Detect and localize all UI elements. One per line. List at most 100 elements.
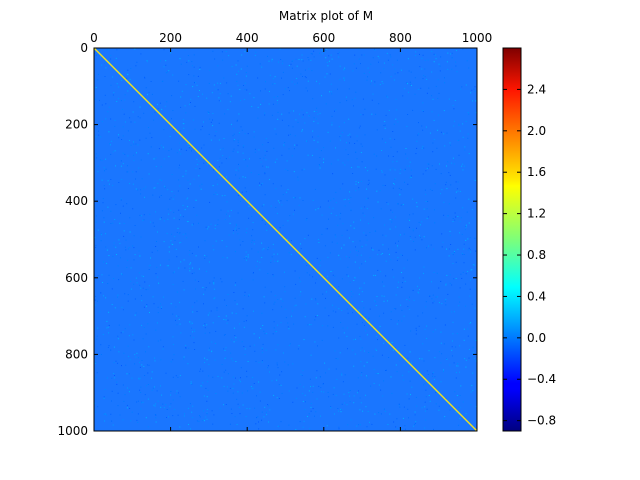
heatmap-speckle-cell xyxy=(103,185,105,187)
heatmap-speckle-cell xyxy=(320,415,321,417)
heatmap-speckle-cell xyxy=(437,79,439,81)
heatmap-speckle-cell xyxy=(226,176,228,178)
heatmap-speckle-cell xyxy=(376,129,378,131)
heatmap-speckle-cell xyxy=(245,320,247,322)
heatmap-speckle-cell xyxy=(127,74,129,76)
heatmap-speckle-cell xyxy=(231,413,233,414)
heatmap-speckle-cell xyxy=(143,188,145,190)
heatmap-speckle-cell xyxy=(360,349,362,351)
heatmap-speckle-cell xyxy=(226,245,228,247)
heatmap-speckle-cell xyxy=(137,421,139,423)
heatmap-speckle-cell xyxy=(359,287,361,289)
heatmap-speckle-cell xyxy=(398,187,400,189)
heatmap-speckle-cell xyxy=(407,83,408,85)
heatmap-speckle-cell xyxy=(279,48,281,50)
heatmap-speckle-cell xyxy=(385,260,387,262)
heatmap-speckle-cell xyxy=(231,123,232,125)
heatmap-speckle-cell xyxy=(271,380,273,382)
heatmap-speckle-cell xyxy=(401,204,403,206)
heatmap-speckle-cell xyxy=(324,51,326,53)
heatmap-speckle-cell xyxy=(310,324,312,326)
heatmap-speckle-cell xyxy=(443,133,445,135)
heatmap-speckle-cell xyxy=(364,260,366,262)
heatmap-speckle-cell xyxy=(366,239,368,241)
heatmap-speckle-cell xyxy=(467,271,469,272)
heatmap-speckle-cell xyxy=(399,172,401,174)
heatmap-speckle-cell xyxy=(365,316,367,318)
y-tick-label: 200 xyxy=(65,118,88,132)
heatmap-speckle-cell xyxy=(234,228,236,230)
heatmap-speckle-cell xyxy=(268,103,270,105)
heatmap-speckle-cell xyxy=(329,91,330,93)
heatmap-speckle-cell xyxy=(441,233,443,235)
heatmap-speckle-cell xyxy=(360,424,361,426)
heatmap-speckle-cell xyxy=(388,253,390,255)
heatmap-speckle-cell xyxy=(467,238,469,240)
heatmap-speckle-cell xyxy=(118,279,120,281)
heatmap-speckle-cell xyxy=(135,143,137,145)
heatmap-speckle-cell xyxy=(291,81,293,83)
heatmap-speckle-cell xyxy=(103,396,105,398)
heatmap-speckle-cell xyxy=(108,311,110,313)
heatmap-speckle-cell xyxy=(212,185,214,187)
heatmap-speckle-cell xyxy=(122,419,124,421)
heatmap-speckle-cell xyxy=(278,61,279,63)
heatmap-speckle-cell xyxy=(190,262,192,264)
heatmap-speckle-cell xyxy=(282,194,284,196)
heatmap-speckle-cell xyxy=(462,136,464,138)
heatmap-speckle-cell xyxy=(253,97,255,99)
heatmap-speckle-cell xyxy=(229,222,231,224)
heatmap-speckle-cell xyxy=(266,166,267,168)
heatmap-speckle-cell xyxy=(259,269,261,271)
heatmap-speckle-cell xyxy=(172,336,174,338)
heatmap-speckle-cell xyxy=(422,312,424,314)
heatmap-speckle-cell xyxy=(424,59,426,61)
heatmap-speckle-cell xyxy=(427,163,429,165)
heatmap-speckle-cell xyxy=(427,374,429,375)
heatmap-speckle-cell xyxy=(393,183,395,184)
heatmap-speckle-cell xyxy=(178,233,180,235)
heatmap-speckle-cell xyxy=(368,317,370,319)
heatmap-speckle-cell xyxy=(275,349,277,351)
heatmap-speckle-cell xyxy=(201,147,203,149)
heatmap-speckle-cell xyxy=(441,189,443,191)
heatmap-speckle-cell xyxy=(381,138,383,140)
heatmap-speckle-cell xyxy=(233,128,235,130)
heatmap-speckle-cell xyxy=(230,95,232,97)
heatmap-speckle-cell xyxy=(202,382,204,384)
heatmap-speckle-cell xyxy=(153,225,155,227)
heatmap-speckle-cell xyxy=(404,169,406,171)
heatmap-speckle-cell xyxy=(392,269,394,271)
heatmap-speckle-cell xyxy=(149,312,150,313)
heatmap-speckle-cell xyxy=(264,333,266,335)
heatmap-speckle-cell xyxy=(225,369,227,371)
heatmap-speckle-cell xyxy=(315,316,317,318)
heatmap-speckle-cell xyxy=(339,79,341,81)
heatmap-speckle-cell xyxy=(415,333,417,335)
heatmap-speckle-cell xyxy=(288,112,290,114)
heatmap-speckle-cell xyxy=(333,198,335,200)
heatmap-speckle-cell xyxy=(403,267,405,269)
heatmap-speckle-cell xyxy=(235,313,237,315)
heatmap-speckle-cell xyxy=(238,228,240,229)
heatmap-speckle-cell xyxy=(183,415,185,417)
heatmap-speckle-cell xyxy=(180,153,182,155)
heatmap-speckle-cell xyxy=(474,288,476,290)
heatmap-speckle-cell xyxy=(122,205,124,207)
heatmap-speckle-cell xyxy=(121,306,123,308)
heatmap-speckle-cell xyxy=(328,60,330,62)
heatmap-speckle-cell xyxy=(219,157,221,159)
heatmap-speckle-cell xyxy=(366,188,367,190)
heatmap-speckle-cell xyxy=(151,251,153,253)
heatmap-speckle-cell xyxy=(328,55,330,57)
heatmap-speckle-cell xyxy=(261,242,263,244)
heatmap-speckle-cell xyxy=(242,308,244,310)
heatmap-speckle-cell xyxy=(198,281,200,282)
heatmap-speckle-cell xyxy=(261,66,263,68)
heatmap-speckle-cell xyxy=(141,402,143,404)
heatmap-speckle-cell xyxy=(96,372,98,374)
heatmap-speckle-cell xyxy=(232,135,234,137)
heatmap-speckle-cell xyxy=(179,142,181,144)
heatmap-speckle-cell xyxy=(354,277,356,279)
heatmap-speckle-cell xyxy=(134,48,136,50)
